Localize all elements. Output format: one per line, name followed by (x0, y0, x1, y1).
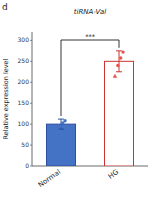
point (121, 50, 124, 53)
point (113, 74, 117, 78)
y-tick-label: 150 (18, 99, 30, 106)
error-cap (58, 129, 64, 130)
significance-text: *** (85, 33, 96, 41)
point (55, 127, 58, 130)
y-tick (30, 82, 32, 83)
y-label: Relative expression level (2, 58, 10, 139)
bar (105, 61, 134, 166)
y-axis (32, 32, 33, 166)
error-stem (119, 51, 120, 72)
point (119, 56, 122, 59)
subtitle: tiRNA-Val (74, 8, 106, 16)
y-tick (30, 61, 32, 62)
y-tick-label: 0 (25, 162, 29, 169)
error-bar (58, 119, 64, 129)
panel-label: d (2, 2, 8, 12)
error-cap (58, 119, 64, 120)
bar (47, 124, 76, 166)
error-bar (116, 51, 122, 72)
y-tick (30, 124, 32, 125)
error-cap (116, 50, 122, 51)
y-tick (30, 166, 32, 167)
plot-area (47, 50, 134, 166)
x-tick-label: Normal (37, 168, 62, 189)
chart: d tiRNA-Val 0 50 100 150 200 250 300 Relative exp… (0, 0, 155, 200)
error-cap (116, 71, 122, 72)
y-tick-label: 100 (18, 120, 30, 127)
y-tick (30, 145, 32, 146)
x-tick-label: HG (107, 168, 120, 181)
point (63, 119, 66, 122)
y-tick-label: 50 (21, 141, 29, 148)
significance-bracket (61, 40, 119, 116)
y-tick-label: 300 (18, 36, 30, 43)
y-tick (30, 40, 32, 41)
y-tick-label: 250 (18, 57, 30, 64)
point (58, 125, 61, 128)
y-tick-label: 200 (18, 78, 30, 85)
y-tick (30, 103, 32, 104)
point (116, 64, 119, 67)
